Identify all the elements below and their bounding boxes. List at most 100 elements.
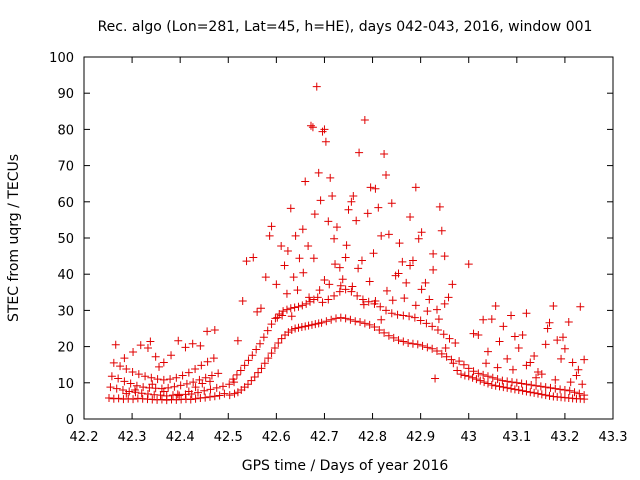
data-point (482, 359, 491, 368)
data-point (499, 383, 508, 392)
data-point (428, 322, 437, 331)
data-point (253, 307, 262, 316)
data-point (553, 336, 562, 345)
data-point (309, 254, 318, 263)
data-point (159, 387, 168, 396)
data-point (530, 388, 539, 397)
data-point (270, 344, 279, 353)
data-point (448, 280, 457, 289)
data-point (498, 376, 507, 385)
y-tick-label: 80 (57, 123, 74, 138)
data-point (336, 313, 345, 322)
data-point (257, 364, 266, 373)
data-point (349, 192, 358, 201)
data-point (305, 293, 314, 302)
data-point (254, 368, 263, 377)
data-point (354, 264, 363, 273)
data-point (541, 340, 550, 349)
data-point (526, 388, 535, 397)
data-point (181, 343, 190, 352)
data-point (148, 380, 157, 389)
data-point (432, 346, 441, 355)
data-point (298, 301, 307, 310)
data-point (260, 359, 269, 368)
data-point (487, 315, 496, 324)
data-point (532, 381, 541, 390)
data-point (417, 228, 426, 237)
y-axis-label: STEC from uqrg / TECUs (6, 154, 22, 322)
data-point (205, 392, 214, 401)
data-point (294, 323, 303, 332)
data-point (369, 249, 378, 258)
data-point (400, 294, 409, 303)
data-point (307, 320, 316, 329)
data-point (469, 367, 478, 376)
data-point (408, 339, 417, 348)
data-point (355, 148, 364, 157)
data-point (370, 323, 379, 332)
data-point (380, 328, 389, 337)
data-point (341, 285, 350, 294)
data-point (184, 368, 193, 377)
y-tick-label: 20 (57, 341, 74, 356)
data-point (422, 319, 431, 328)
data-point (314, 168, 323, 177)
data-point (232, 370, 241, 379)
data-point (136, 341, 145, 350)
data-point (399, 311, 408, 320)
data-point (546, 383, 555, 392)
data-point (413, 340, 422, 349)
data-point (143, 390, 152, 399)
data-point (324, 217, 333, 226)
data-point (283, 247, 292, 256)
data-point (188, 339, 197, 348)
data-point (273, 313, 282, 322)
data-point (389, 333, 398, 342)
data-point (301, 322, 310, 331)
data-point (495, 382, 504, 391)
data-point (167, 351, 176, 360)
data-point (358, 295, 367, 304)
data-point (116, 362, 125, 371)
data-point (282, 305, 291, 314)
data-point (244, 356, 253, 365)
data-point (327, 315, 336, 324)
x-tick-label: 43 (460, 430, 477, 445)
data-point (308, 123, 317, 132)
data-point (551, 384, 560, 393)
data-point (129, 348, 138, 357)
data-point (225, 391, 234, 400)
data-point (464, 364, 473, 373)
data-point (447, 355, 456, 364)
data-point (449, 359, 458, 368)
data-point (530, 352, 539, 361)
data-point (291, 324, 300, 333)
data-point (233, 336, 242, 345)
data-point (277, 334, 286, 343)
data-point (435, 202, 444, 211)
data-point (128, 367, 137, 376)
data-point (215, 391, 224, 400)
data-point (191, 383, 200, 392)
data-point (114, 394, 123, 403)
data-point (170, 382, 179, 391)
data-point (491, 381, 500, 390)
x-axis-label: GPS time / Days of year 2016 (242, 458, 449, 474)
data-point (147, 373, 156, 382)
data-point (249, 253, 258, 262)
data-point (247, 376, 256, 385)
y-tick-label: 100 (49, 51, 74, 66)
data-point (398, 257, 407, 266)
data-point (514, 344, 523, 353)
data-point (394, 269, 403, 278)
data-point (543, 324, 552, 333)
data-point (408, 256, 417, 265)
data-point (322, 317, 331, 326)
data-point (317, 318, 326, 327)
data-point (164, 383, 173, 392)
data-point (575, 389, 584, 398)
data-point (560, 386, 569, 395)
data-point (536, 382, 545, 391)
data-point (499, 322, 508, 331)
